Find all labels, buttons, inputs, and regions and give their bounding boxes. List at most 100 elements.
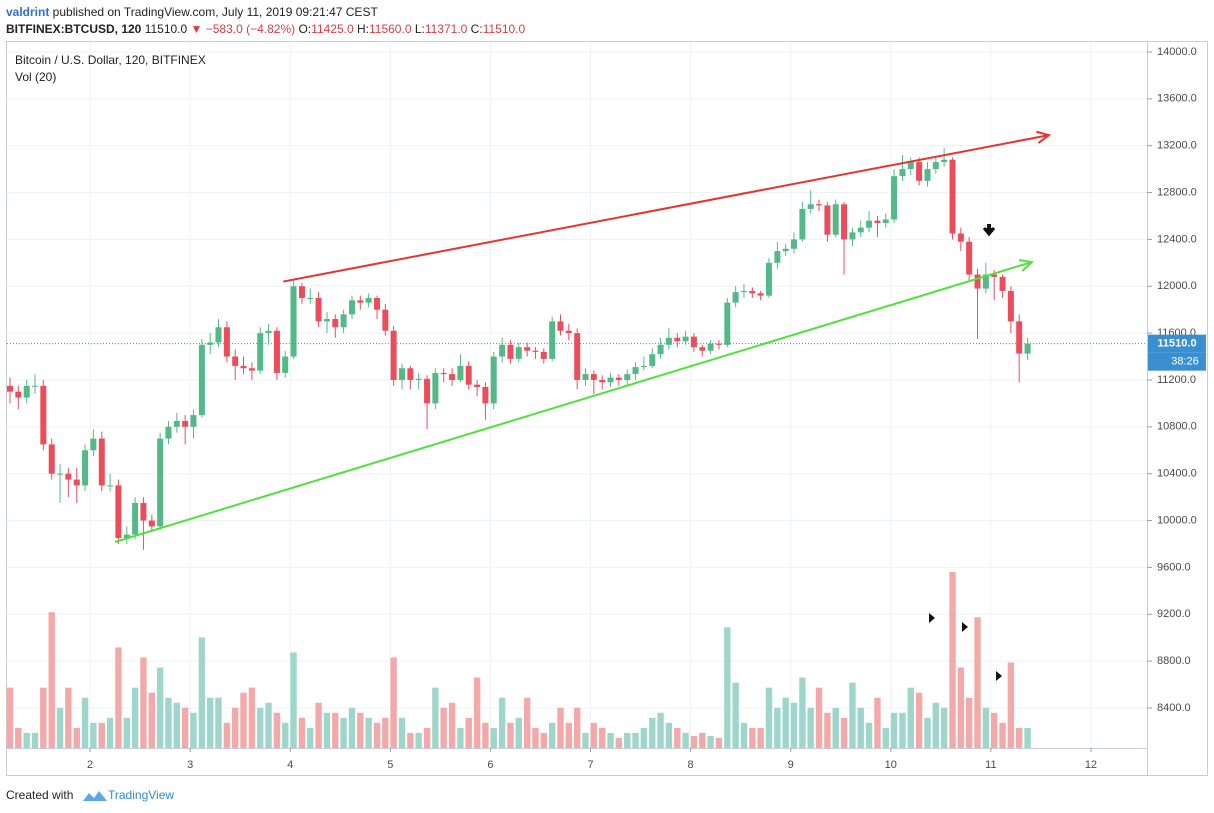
- candle-body: [73, 479, 80, 486]
- candle-body: [157, 438, 164, 527]
- volume-bar: [273, 712, 281, 748]
- volume-bar: [799, 677, 806, 748]
- grid: [7, 42, 1147, 748]
- candles: [7, 148, 1031, 550]
- volume-bar: [682, 732, 689, 748]
- volume-bar: [340, 717, 347, 748]
- volume-bar: [557, 707, 564, 748]
- axes: 8400.0 8800.0 9200.0 9600.0 10000.0 10400.0 10…: [87, 46, 1206, 771]
- candle-body: [248, 368, 255, 371]
- candle-body: [15, 391, 22, 398]
- volume-bar: [348, 707, 356, 748]
- volume-bar: [290, 652, 297, 748]
- candle-body: [882, 219, 889, 223]
- volume-marker: [929, 613, 935, 623]
- candle-body: [807, 204, 814, 209]
- volume-bar: [590, 722, 598, 748]
- y-tick-label: 9600.0: [1157, 561, 1191, 573]
- volume-bar: [56, 707, 64, 748]
- candle-body: [457, 365, 464, 380]
- last: 11510.0: [141, 22, 187, 36]
- y-tick-label: 10000.0: [1157, 514, 1197, 526]
- volume-bar: [298, 717, 306, 748]
- volume-marker: [962, 622, 968, 632]
- footer-brand[interactable]: TradingView: [108, 788, 174, 802]
- candle-body: [198, 344, 205, 416]
- volume-bar: [832, 707, 839, 748]
- candle-body: [640, 365, 647, 368]
- trend-line: [283, 134, 1050, 283]
- volume-bar: [757, 727, 764, 748]
- candle-body: [924, 169, 931, 181]
- candle-body: [273, 330, 280, 373]
- author[interactable]: valdrint: [6, 5, 49, 19]
- candle-body: [624, 374, 631, 380]
- candle-body: [899, 169, 906, 177]
- candle-body: [98, 438, 105, 486]
- candle-body: [23, 385, 30, 398]
- volume-bar: [98, 722, 105, 748]
- candle-body: [674, 337, 681, 342]
- volume-bar: [899, 712, 906, 748]
- header-line: valdrint published on TradingView.com, J…: [6, 5, 378, 19]
- volume-bar: [624, 732, 631, 748]
- candle-body: [841, 204, 848, 240]
- candle-body: [148, 520, 155, 527]
- legend-symbol: Bitcoin / U.S. Dollar, 120, BITFINEX: [15, 53, 206, 67]
- volume-bar: [990, 712, 998, 748]
- volume-bar: [749, 727, 756, 748]
- volume-bar: [740, 722, 748, 748]
- candle-body: [715, 343, 722, 345]
- candle-body: [891, 176, 898, 220]
- candle-body: [966, 241, 973, 275]
- candle-body: [415, 378, 422, 380]
- candle-body: [532, 350, 539, 352]
- volume-bar: [699, 732, 706, 748]
- volume-bar: [198, 637, 206, 748]
- candle-body: [474, 384, 481, 388]
- volume-bar: [982, 707, 990, 748]
- volume-bar: [232, 707, 239, 748]
- volume-bar: [940, 707, 948, 748]
- volume-bar: [957, 667, 965, 748]
- volume-bar: [323, 712, 331, 748]
- volume-bar: [73, 727, 80, 748]
- candle-body: [349, 300, 356, 315]
- volume-bar: [248, 687, 256, 748]
- volume-bar: [257, 707, 264, 748]
- candle-body: [565, 330, 572, 334]
- candle-body: [682, 336, 689, 342]
- volume-bar: [882, 727, 889, 748]
- candle-body: [490, 356, 497, 404]
- y-tick-label: 12000.0: [1157, 280, 1197, 292]
- candle-body: [999, 276, 1006, 291]
- volume-bar: [165, 697, 172, 748]
- candle-body: [941, 159, 948, 163]
- volume-bar: [498, 697, 506, 748]
- candle-body: [765, 262, 772, 296]
- candle-body: [140, 502, 147, 521]
- volume-bar: [874, 697, 881, 748]
- volume-bar: [532, 727, 539, 748]
- y-tick-label: 13600.0: [1157, 93, 1197, 105]
- change: ▼ −583.0 (−4.82%): [187, 22, 295, 36]
- x-tick-label: 3: [187, 759, 193, 771]
- volume-bar: [415, 732, 422, 748]
- volume-bar: [440, 707, 447, 748]
- symbol: BITFINEX:BTCUSD, 120: [6, 22, 142, 36]
- volume-bar: [23, 732, 30, 748]
- candle-body: [740, 290, 747, 293]
- countdown-box: [1148, 352, 1206, 371]
- candle-body: [332, 319, 339, 328]
- volume-bar: [490, 727, 497, 748]
- volume-bar: [190, 712, 197, 748]
- candle-body: [440, 372, 447, 375]
- volume-bar: [690, 735, 698, 748]
- candle-body: [424, 378, 431, 404]
- volume-bar: [382, 717, 389, 748]
- volume-bar: [206, 697, 214, 748]
- volume-bar: [81, 697, 89, 748]
- candle-body: [290, 286, 297, 357]
- x-tick-label: 4: [287, 759, 293, 771]
